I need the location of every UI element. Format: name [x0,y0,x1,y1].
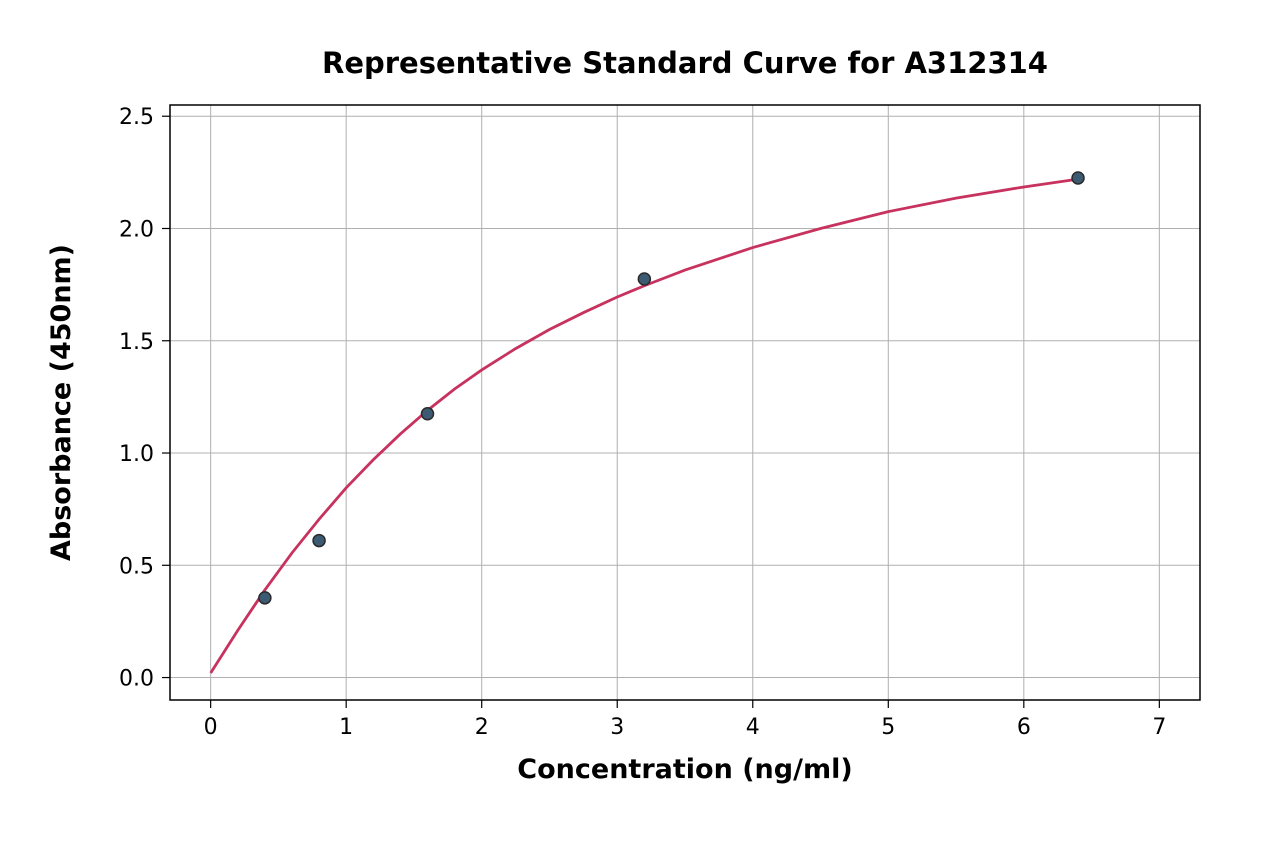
x-tick-label: 0 [204,715,218,740]
y-tick-label: 2.5 [119,105,154,130]
y-tick-label: 2.0 [119,217,154,242]
y-tick-label: 1.5 [119,330,154,355]
chart-bg [0,0,1280,845]
data-point [638,273,650,285]
chart-svg: 0 1 2 3 4 5 6 7 0.0 0.5 1.0 1.5 2.0 2.5 Concentration … [0,0,1280,845]
x-axis-label: Concentration (ng/ml) [517,754,852,785]
data-point [313,535,325,547]
x-tick-label: 6 [1017,715,1031,740]
y-tick-label: 0.0 [119,667,154,692]
chart-container: 0 1 2 3 4 5 6 7 0.0 0.5 1.0 1.5 2.0 2.5 Concentration … [0,0,1280,845]
x-tick-label: 7 [1152,715,1166,740]
y-axis-label: Absorbance (450nm) [46,244,77,561]
data-point [259,592,271,604]
x-tick-label: 3 [610,715,624,740]
data-point [1072,172,1084,184]
data-point [422,408,434,420]
x-tick-label: 4 [746,715,760,740]
chart-title: Representative Standard Curve for A31231… [322,46,1048,80]
x-tick-label: 5 [881,715,895,740]
x-tick-label: 1 [339,715,353,740]
y-tick-label: 0.5 [119,554,154,579]
x-tick-label: 2 [475,715,489,740]
y-tick-label: 1.0 [119,442,154,467]
